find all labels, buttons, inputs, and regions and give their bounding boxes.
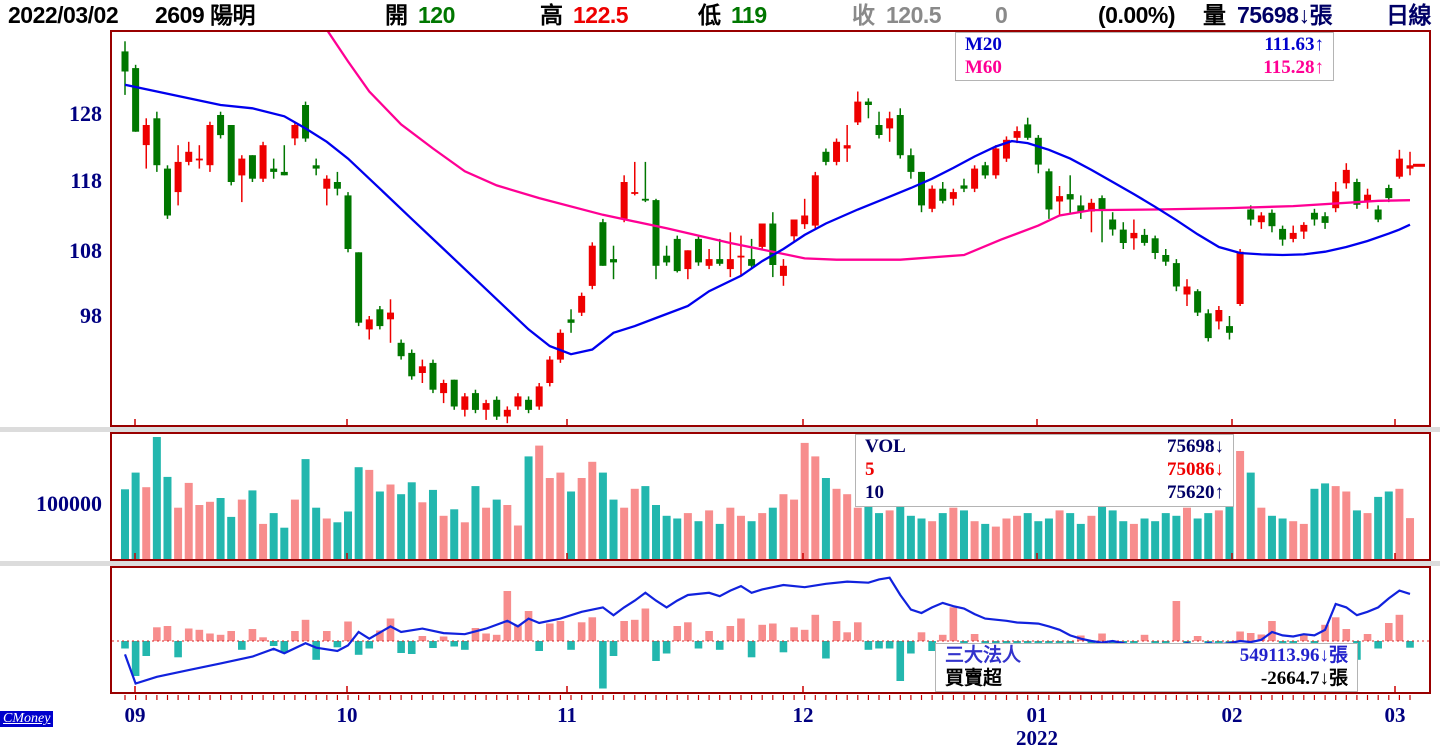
period-selector[interactable]: 日線 xyxy=(1386,2,1432,28)
inst-line2-value: -2664.7↓張 xyxy=(1260,668,1348,689)
low-label: 低 xyxy=(698,2,721,28)
ma20-label: M20 xyxy=(965,34,1002,55)
month-label: 12 xyxy=(792,703,814,727)
change-value: 0 xyxy=(995,2,1008,28)
open-label: 開 xyxy=(385,2,408,28)
month-label: 10 xyxy=(336,703,358,727)
ma-legend-box: M20 111.63↑ M60 115.28↑ xyxy=(955,32,1334,81)
price-axis-label: 118 xyxy=(70,168,102,193)
date-tick-strip xyxy=(124,695,1411,700)
symbol-name[interactable]: 2609 陽明 xyxy=(155,2,256,28)
low-value: 119 xyxy=(731,2,767,28)
price-axis-label: 108 xyxy=(69,238,102,263)
change-pct-value: (0.00%) xyxy=(1098,2,1176,28)
volume-panel[interactable]: VOL 75698↓ 5 75086↓ 10 75620↑ xyxy=(110,432,1431,561)
volume-legend-box: VOL 75698↓ 5 75086↓ 10 75620↑ xyxy=(855,434,1234,507)
volume-chart[interactable] xyxy=(112,434,1429,559)
candlestick-chart[interactable] xyxy=(112,32,1429,425)
vol-ma10-label: 10 xyxy=(865,482,884,503)
month-label: 09 xyxy=(124,703,146,727)
institutional-legend-box: 三大法人 549113.96↓張 買賣超 -2664.7↓張 xyxy=(935,643,1358,692)
vol-value: 75698↓ xyxy=(1167,436,1224,457)
inst-line1-label: 三大法人 xyxy=(945,645,1022,666)
inst-line2-label: 買賣超 xyxy=(945,668,1003,689)
volume-label: 量 xyxy=(1203,2,1226,28)
vol-ma5-value: 75086↓ xyxy=(1167,459,1224,480)
price-panel[interactable]: M20 111.63↑ M60 115.28↑ xyxy=(110,30,1431,427)
vol-label: VOL xyxy=(865,436,906,457)
date-value[interactable]: 2022/03/02 xyxy=(8,2,119,28)
month-label: 01 xyxy=(1026,703,1048,727)
panel-gap-2 xyxy=(0,561,1440,566)
ma20-value: 111.63↑ xyxy=(1264,34,1324,55)
close-value: 120.5 xyxy=(886,2,942,28)
ma60-value: 115.28↑ xyxy=(1263,57,1324,78)
price-axis-label: 98 xyxy=(80,303,102,328)
institutional-panel[interactable]: 三大法人 549113.96↓張 買賣超 -2664.7↓張 xyxy=(110,566,1431,694)
month-label: 11 xyxy=(557,703,577,727)
inst-line1-value: 549113.96↓張 xyxy=(1239,645,1348,666)
vol-ma10-value: 75620↑ xyxy=(1167,482,1224,503)
year-label: 2022 xyxy=(1016,726,1058,750)
high-label: 高 xyxy=(540,2,563,28)
high-value: 122.5 xyxy=(573,2,629,28)
vol-ma5-label: 5 xyxy=(865,459,875,480)
price-axis-label: 128 xyxy=(69,101,102,126)
month-label: 03 xyxy=(1384,703,1406,727)
cmoney-logo[interactable]: CMoney xyxy=(0,711,54,727)
institutional-chart[interactable] xyxy=(112,568,1429,692)
ma60-label: M60 xyxy=(965,57,1002,78)
open-value: 120 xyxy=(418,2,455,28)
volume-axis-label: 100000 xyxy=(36,491,102,516)
month-label: 02 xyxy=(1221,703,1243,727)
panel-gap-1 xyxy=(0,427,1440,432)
volume-value: 75698↓張 xyxy=(1237,2,1332,28)
close-label: 收 xyxy=(852,2,875,28)
